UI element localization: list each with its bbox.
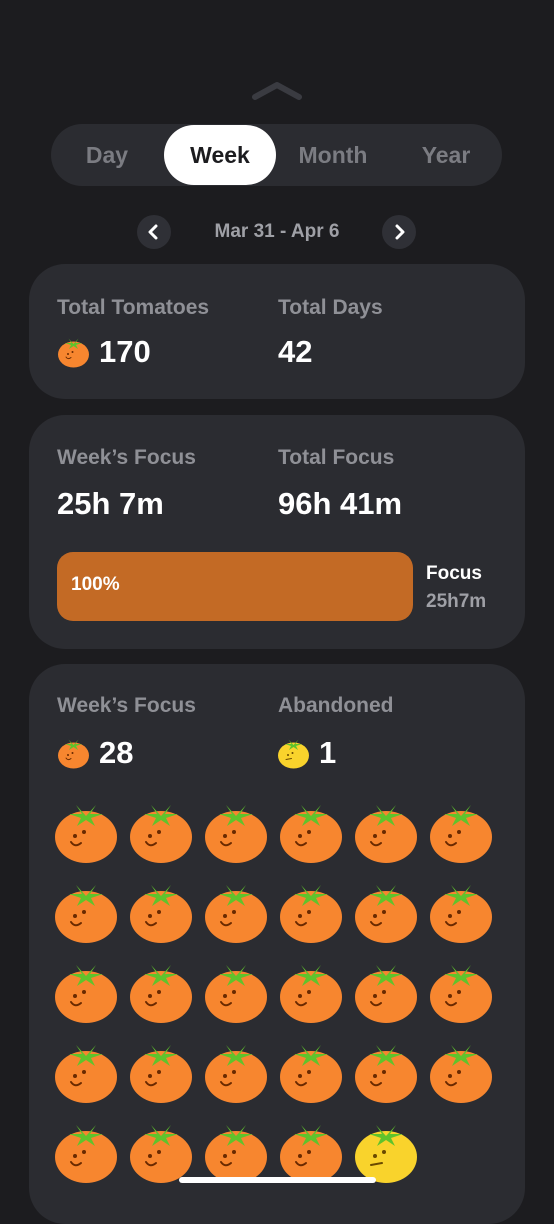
next-week-button[interactable]	[382, 215, 416, 249]
tomato-icon	[280, 885, 342, 943]
tomato-icon	[280, 1045, 342, 1103]
date-range-label: Mar 31 - Apr 6	[214, 221, 340, 242]
focus-card: Week’s Focus 25h 7m Total Focus 96h 41m …	[29, 415, 525, 649]
tomato-icon	[130, 1125, 192, 1183]
tomato-icon	[55, 805, 117, 863]
tomato-icon	[55, 885, 117, 943]
focus-legend-value: 25h7m	[426, 591, 487, 612]
tomato-icon	[205, 1045, 267, 1103]
tomato-icon	[130, 965, 192, 1023]
focus-progress-bar: 100%	[57, 552, 413, 621]
tab-year[interactable]: Year	[421, 142, 471, 168]
tomato-icon	[130, 805, 192, 863]
tomato-icon	[205, 885, 267, 943]
tomato-icon	[355, 805, 417, 863]
tomato-icon	[58, 338, 89, 368]
week-focus-label: Week’s Focus	[57, 446, 196, 469]
week-tomatoes-count: 28	[99, 735, 134, 770]
total-tomatoes-value: 170	[99, 334, 151, 369]
tomato-icon	[430, 885, 492, 943]
chevron-right-icon	[395, 224, 405, 240]
tab-day[interactable]: Day	[85, 142, 129, 168]
tomato-icon	[430, 1045, 492, 1103]
focus-legend-title: Focus	[426, 563, 482, 584]
previous-week-button[interactable]	[137, 215, 171, 249]
tab-month[interactable]: Month	[298, 142, 368, 168]
tomato-icon	[430, 805, 492, 863]
tomato-icon	[205, 1125, 267, 1183]
tomato-icon	[355, 885, 417, 943]
tomato-grid	[53, 796, 503, 1184]
tomato-icon	[280, 805, 342, 863]
total-tomatoes-label: Total Tomatoes	[57, 296, 210, 319]
tomato-icon	[355, 965, 417, 1023]
total-days-label: Total Days	[278, 296, 383, 319]
abandoned-tomato-icon	[278, 739, 309, 769]
tomato-stats-card: Week’s Focus 28 Abandoned 1	[29, 664, 525, 1224]
tomato-icon	[355, 1045, 417, 1103]
abandoned-count: 1	[319, 735, 337, 770]
date-navigator: Mar 31 - Apr 6	[0, 215, 554, 249]
tomato-icon	[55, 1125, 117, 1183]
total-focus-value: 96h 41m	[278, 486, 403, 521]
abandoned-label: Abandoned	[278, 694, 394, 717]
tomato-icon	[55, 1045, 117, 1103]
tomato-icon	[205, 805, 267, 863]
tomato-icon	[205, 965, 267, 1023]
focus-percent-label: 100%	[71, 574, 120, 595]
tomato-icon	[280, 1125, 342, 1183]
tab-week[interactable]: Week	[164, 125, 276, 185]
period-segmented-control: Day Week Month Year	[51, 124, 502, 186]
tomato-icon	[55, 965, 117, 1023]
chevron-left-icon	[148, 224, 158, 240]
week-tomatoes-label: Week’s Focus	[57, 694, 196, 717]
home-indicator	[179, 1177, 376, 1183]
collapse-handle-icon[interactable]	[252, 80, 302, 102]
total-days-value: 42	[278, 334, 313, 369]
tomato-icon	[130, 1045, 192, 1103]
abandoned-tomato-icon	[355, 1125, 417, 1183]
tomato-icon	[280, 965, 342, 1023]
totals-card: Total Tomatoes 170 Total Days 42	[29, 264, 525, 399]
tomato-icon	[58, 739, 89, 769]
tomato-icon	[430, 965, 492, 1023]
week-focus-value: 25h 7m	[57, 486, 164, 521]
total-focus-label: Total Focus	[278, 446, 395, 469]
tomato-icon	[130, 885, 192, 943]
